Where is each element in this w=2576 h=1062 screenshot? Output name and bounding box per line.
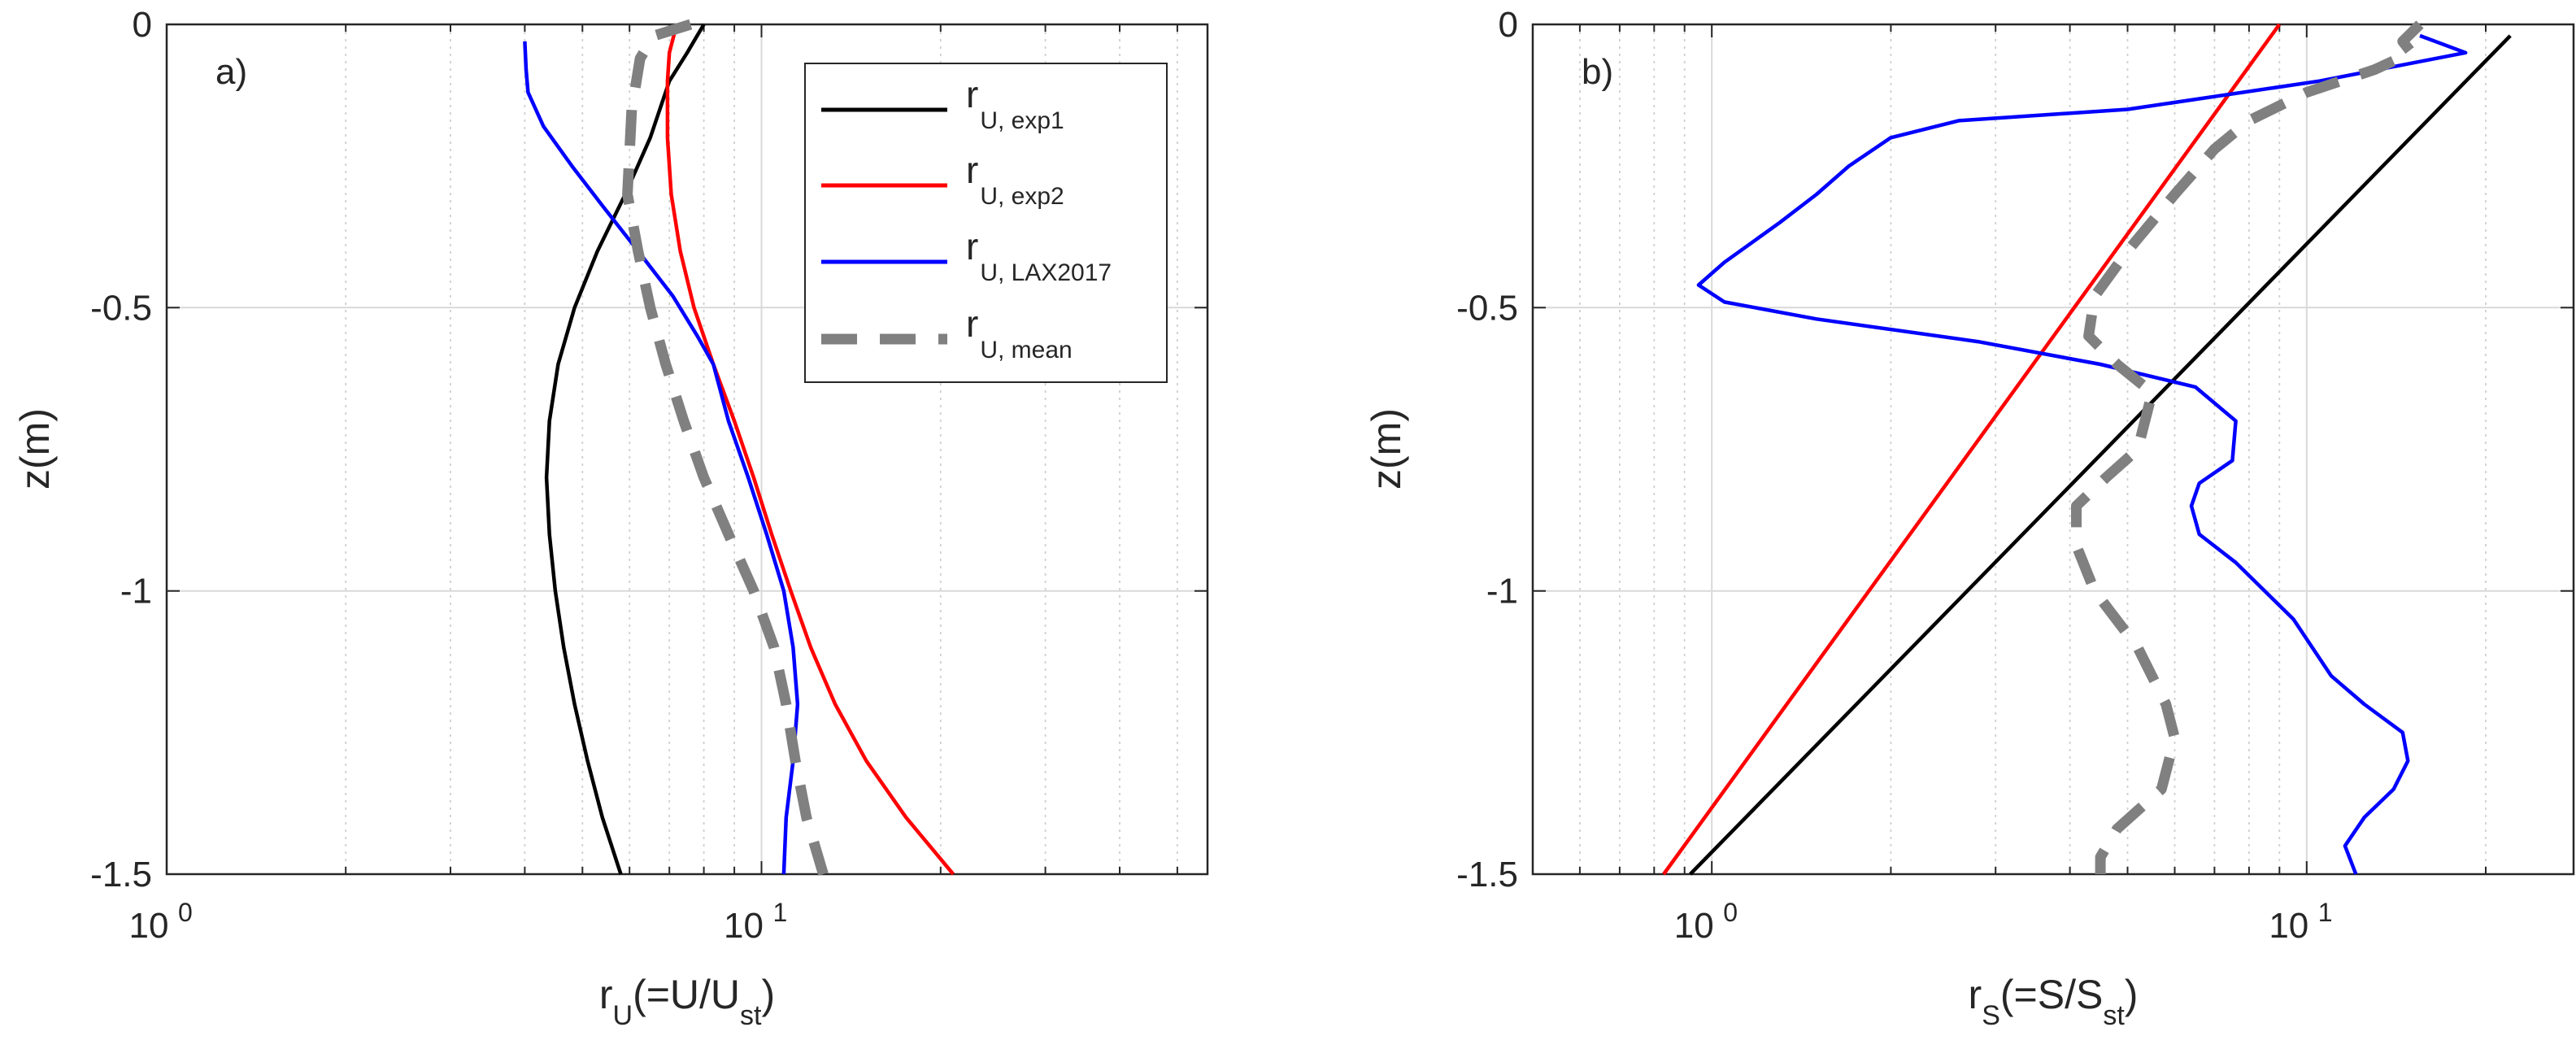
legend-label-mean: rU, mean (966, 302, 1073, 363)
ticks-b: 0 -0.5 -1 -1.5 10 0 10 1 (1456, 5, 2574, 946)
x-tick-label: 10 (129, 906, 169, 946)
y-tick-label: -1 (120, 572, 152, 612)
legend-label-lax2017-sub: U, LAX2017 (980, 259, 1112, 286)
legend-label-exp2-sub: U, exp2 (980, 183, 1064, 210)
series-line-exp2-a (665, 24, 955, 876)
x-axis-label-b-sub: S (1982, 1000, 2000, 1031)
x-axis-label-b-sub2: st (2103, 1000, 2125, 1031)
series-line-exp1-b (1689, 34, 2512, 876)
legend-label-exp1: rU, exp1 (966, 73, 1064, 134)
ticks-a: 0 -0.5 -1 -1.5 10 0 10 1 (90, 5, 1208, 946)
legend-box (804, 63, 1168, 383)
y-tick-label: -0.5 (1456, 288, 1518, 328)
panel-label-a: a) (215, 52, 247, 92)
x-tick-label-exponent: 1 (2318, 898, 2333, 927)
panel-b: 0 -0.5 -1 -1.5 10 0 10 1 b) z(m) rS(=S/Sst) (1364, 5, 2575, 1031)
legend-label-exp1-base: r (966, 73, 978, 115)
series-line-lax-b (1696, 33, 2468, 875)
y-tick-label: -1.5 (90, 855, 152, 894)
x-tick-label: 10 (1674, 906, 1714, 946)
panel-label-b: b) (1582, 52, 1613, 92)
x-axis-label-a-end: ) (761, 972, 775, 1017)
legend-label-exp2-base: r (966, 149, 978, 191)
x-axis-label-a-mid: (=U/U (633, 972, 740, 1017)
series-line-mean-a (622, 19, 829, 876)
legend-entry-exp2: rU, exp2 (821, 149, 1064, 210)
x-axis-label-a: rU(=U/Ust) (599, 972, 775, 1031)
legend-label-exp1-sub: U, exp1 (980, 107, 1064, 134)
series-b (1662, 20, 2512, 876)
y-tick-label: -1 (1486, 572, 1518, 612)
y-tick-label: -1.5 (1456, 855, 1518, 894)
x-axis-label-a-sub2: st (740, 1000, 762, 1031)
axes-box-b (1531, 23, 2575, 876)
legend-label-exp2: rU, exp2 (966, 149, 1064, 210)
legend-entry-exp1: rU, exp1 (821, 73, 1064, 134)
x-axis-label-a-base: r (599, 972, 613, 1017)
x-axis-label-a-sub: U (613, 1000, 633, 1031)
y-tick-label: 0 (133, 5, 152, 45)
panel-a: 0-0.5-1-1.510 0 10 1 a) rU, exp1 rU, exp2 r… (12, 5, 1209, 1031)
grid-b (1533, 24, 2574, 874)
legend-label-lax2017-base: r (966, 225, 978, 268)
legend: rU, exp1 rU, exp2 rU, LAX2017 rU, mean (804, 63, 1168, 383)
legend-entry-lax2017: rU, LAX2017 (821, 225, 1112, 286)
y-axis-label-a: z(m) (12, 408, 58, 490)
legend-label-mean-base: r (966, 302, 978, 345)
legend-label-mean-sub: U, mean (980, 337, 1072, 363)
x-tick-label-exponent: 0 (178, 898, 193, 927)
x-tick-label: 10 (2269, 906, 2308, 946)
y-tick-label: -0.5 (90, 288, 152, 328)
x-axis-label-b: rS(=S/Sst) (1969, 972, 2139, 1031)
series-line-lax-a (523, 41, 800, 875)
legend-label-lax2017: rU, LAX2017 (966, 225, 1112, 286)
grid-a (167, 24, 1208, 874)
x-axis-label-b-base: r (1969, 972, 1982, 1017)
series-line-mean-b (2071, 20, 2424, 874)
series-a (523, 19, 955, 876)
legend-entry-mean: rU, mean (821, 302, 1073, 363)
x-axis-label-b-end: ) (2125, 972, 2139, 1017)
y-axis-label-b: z(m) (1364, 408, 1409, 490)
x-tick-label-exponent: 1 (773, 898, 788, 927)
x-tick-label: 10 (724, 906, 764, 946)
series-line-exp2-b (1662, 23, 2282, 876)
y-tick-label: 0 (1499, 5, 1518, 45)
series-line-exp1-a (544, 23, 706, 875)
x-axis-label-b-mid: (=S/S (2000, 972, 2103, 1017)
x-tick-label-exponent: 0 (1723, 898, 1738, 927)
